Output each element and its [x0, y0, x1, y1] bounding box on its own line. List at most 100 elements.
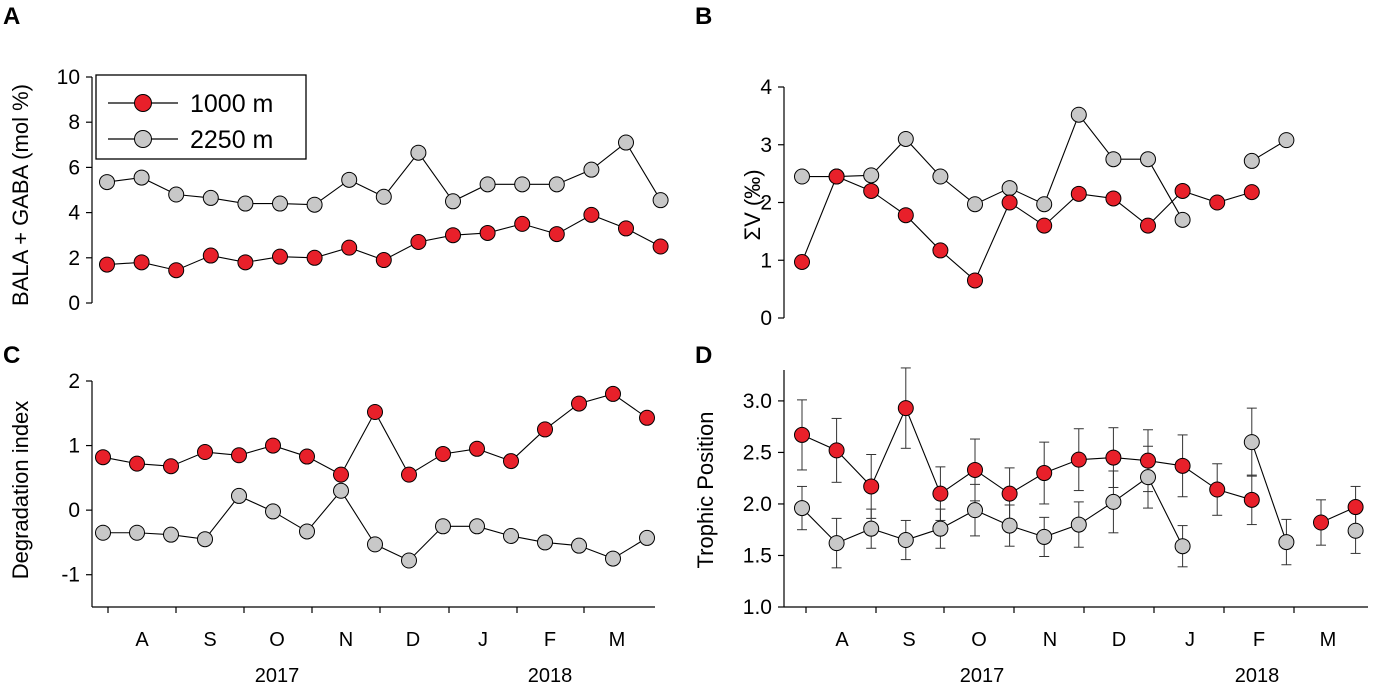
data-point: [1174, 211, 1191, 228]
data-point: [1001, 485, 1018, 502]
data-point: [202, 247, 219, 264]
x-axis-months-right: A S O N D J F M 2017 2018: [835, 629, 1336, 687]
legend: 1000 m 2250 m: [95, 74, 307, 160]
data-point: [1174, 538, 1191, 555]
data-point: [794, 426, 810, 443]
data-point: [537, 421, 553, 438]
data-point: [197, 531, 213, 548]
data-point: [618, 220, 634, 237]
y-tick-label: 0: [760, 307, 772, 330]
data-point: [1036, 465, 1053, 482]
data-point: [897, 532, 914, 549]
data-point: [410, 233, 427, 250]
data-point: [897, 400, 914, 417]
y-tick-label: 0: [68, 292, 80, 315]
panel-label-b: B: [695, 3, 712, 30]
data-point: [932, 168, 949, 185]
data-point: [828, 535, 845, 552]
year-label-2017-left: 2017: [255, 665, 300, 687]
data-point: [1313, 514, 1329, 531]
data-point: [828, 442, 845, 459]
month-label: S: [203, 629, 216, 651]
data-point: [571, 537, 587, 554]
month-label: A: [835, 629, 849, 651]
data-point: [1070, 106, 1087, 123]
data-point: [1243, 434, 1260, 451]
y-tick-label: 1.5: [743, 544, 772, 567]
data-point: [967, 461, 983, 478]
y-tick-label: 2.0: [743, 493, 772, 516]
y-axis-title-a: BALA + GABA (mol %): [8, 84, 33, 306]
legend-label-1000m: 1000 m: [190, 90, 273, 118]
y-tick-label: 8: [68, 111, 80, 134]
legend-box: [95, 74, 307, 160]
data-point: [967, 272, 983, 289]
data-point: [503, 453, 519, 470]
data-point: [863, 478, 880, 495]
data-point: [514, 176, 531, 193]
data-point: [367, 403, 383, 420]
series-line: [802, 113, 1184, 221]
data-point: [1140, 217, 1156, 234]
data-point: [1243, 184, 1260, 201]
y-tick-label: 2: [68, 370, 80, 393]
data-point: [1209, 481, 1226, 498]
data-point: [1174, 457, 1191, 474]
data-point: [299, 448, 315, 465]
y-tick-label: 1: [760, 249, 772, 272]
month-label: M: [609, 629, 626, 651]
month-label: O: [971, 629, 987, 651]
data-point: [583, 161, 600, 178]
data-point: [341, 239, 358, 256]
data-point: [503, 527, 519, 544]
data-point: [1070, 451, 1087, 468]
data-point: [129, 455, 145, 472]
data-point: [863, 182, 880, 199]
y-tick-label: -1: [61, 564, 80, 587]
data-point: [479, 176, 496, 193]
data-point: [1001, 180, 1018, 197]
data-point: [341, 171, 358, 188]
y-tick-label: 2.5: [743, 441, 772, 464]
data-point: [231, 447, 247, 464]
data-point: [1105, 449, 1122, 466]
data-point: [897, 207, 914, 224]
data-point: [1140, 469, 1156, 486]
data-point: [605, 385, 621, 402]
series-line: [801, 476, 1184, 547]
data-point: [95, 449, 111, 466]
data-point: [202, 189, 219, 206]
y-tick-label: 4: [68, 202, 80, 225]
data-point: [828, 168, 845, 185]
data-point: [932, 485, 949, 502]
data-point: [537, 534, 553, 551]
month-label: F: [544, 629, 556, 651]
data-point: [548, 226, 565, 243]
data-point: [197, 444, 213, 461]
month-label: D: [406, 629, 420, 651]
y-tick-label: 2: [68, 247, 80, 270]
data-point: [932, 242, 949, 259]
data-point: [237, 254, 254, 271]
year-label-2018-right: 2018: [1235, 665, 1280, 687]
data-point: [639, 529, 655, 546]
data-point: [967, 196, 983, 213]
data-point: [1347, 522, 1364, 539]
data-point: [99, 256, 115, 273]
data-point: [794, 500, 810, 517]
data-point: [168, 262, 185, 279]
data-point: [435, 445, 451, 462]
y-tick-label: 1.0: [743, 596, 772, 619]
data-point: [129, 524, 145, 541]
data-point: [401, 552, 417, 569]
y-tick-label: 3.0: [743, 390, 772, 413]
panel-label-c: C: [3, 342, 20, 369]
panel-a: 0 2 4 6 8 10: [57, 66, 669, 315]
series-line: [1251, 441, 1287, 543]
data-point: [163, 526, 179, 543]
data-point: [367, 536, 383, 553]
month-label: J: [478, 629, 488, 651]
y-axis-title-c: Degradation index: [8, 401, 33, 580]
data-point: [306, 196, 323, 213]
